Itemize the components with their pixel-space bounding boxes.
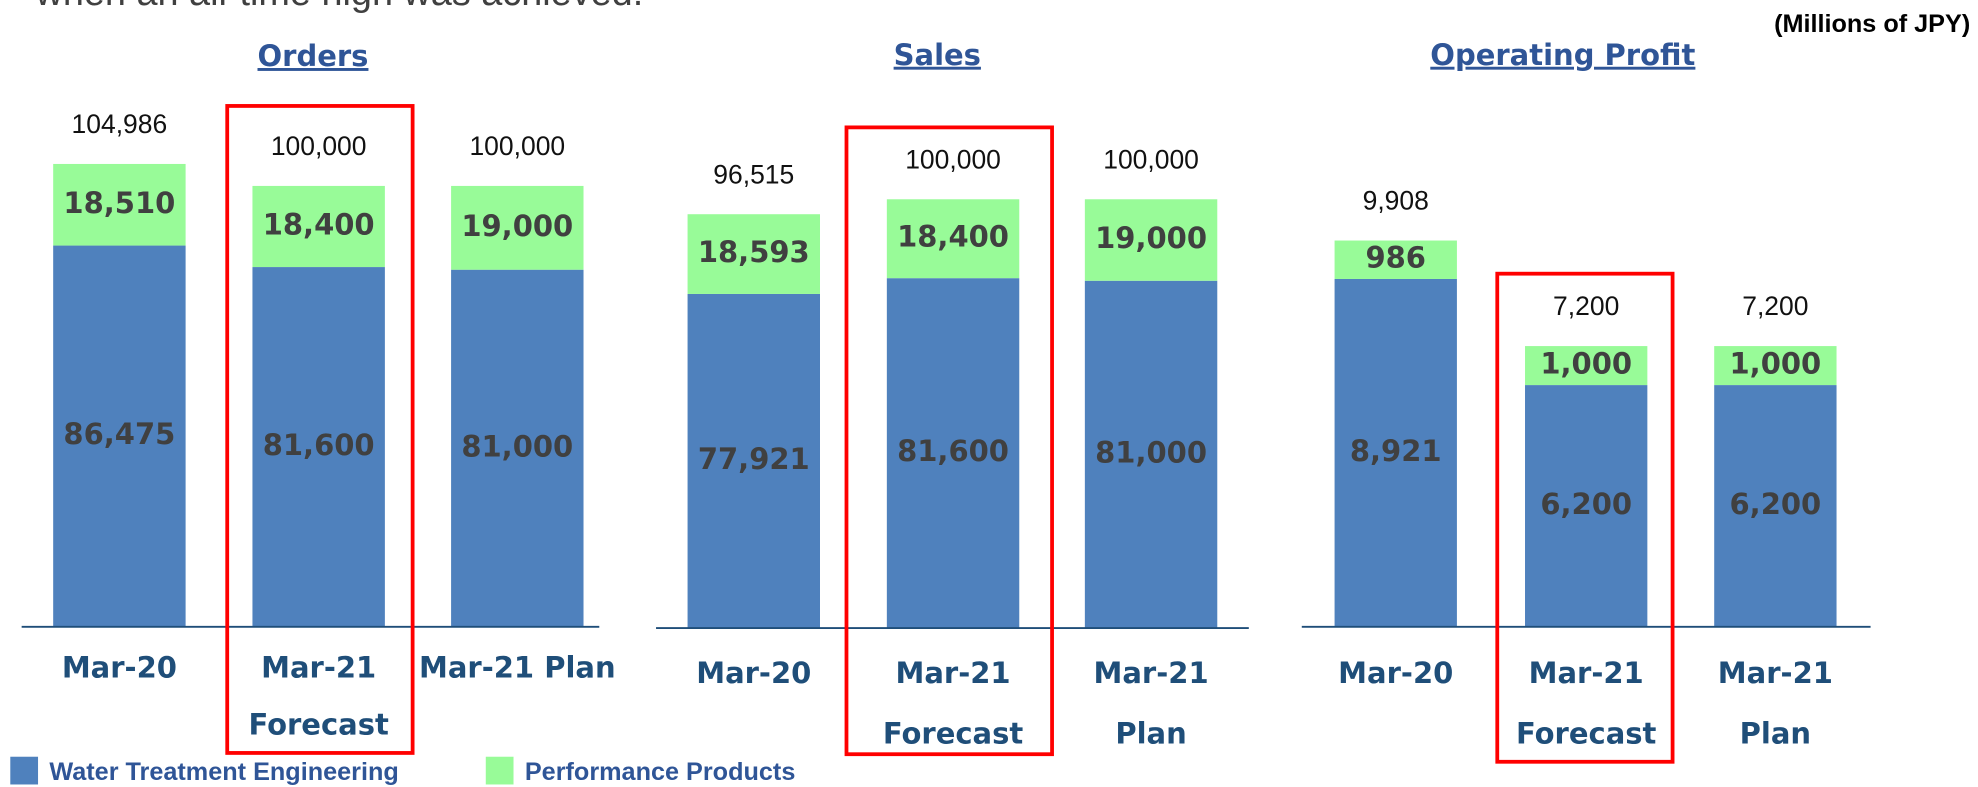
highlight-box <box>844 125 1054 757</box>
legend-label: Water Treatment Engineering <box>49 758 398 786</box>
value-label: 18,400 <box>897 220 1009 254</box>
bar-segment <box>1525 385 1648 627</box>
x-tick-label: Mar-21 <box>261 651 376 685</box>
x-tick-label: Mar-21 <box>1094 656 1209 690</box>
value-label: 81,000 <box>1095 435 1207 469</box>
bar-segment <box>1334 278 1457 627</box>
bar-segment <box>1525 346 1648 386</box>
value-label: 1,000 <box>1540 347 1632 381</box>
legend-swatch <box>485 756 514 785</box>
value-label: 986 <box>1365 241 1426 275</box>
x-tick-label: Mar-20 <box>696 656 811 690</box>
bar-segment <box>252 185 385 268</box>
value-label: 81,600 <box>263 428 375 462</box>
value-label: 77,921 <box>698 442 810 476</box>
total-label: 100,000 <box>271 131 367 161</box>
bar-segment <box>886 199 1020 279</box>
value-label: 86,475 <box>63 417 175 451</box>
x-tick-label: Mar-21 <box>895 656 1010 690</box>
x-tick-label: Plan <box>1115 716 1186 750</box>
highlight-box <box>1495 271 1675 764</box>
x-tick-label: Mar-20 <box>62 651 177 685</box>
unit-label: (Millions of JPY) <box>1774 10 1970 38</box>
value-label: 19,000 <box>461 209 573 243</box>
x-tick-label: Mar-21 <box>1718 656 1833 690</box>
value-label: 6,200 <box>1730 487 1822 521</box>
legend-swatch <box>10 756 39 785</box>
x-tick-label: Mar-21 <box>1529 656 1644 690</box>
chart-title: Operating Profit <box>1430 38 1695 72</box>
bar-segment <box>1084 199 1218 281</box>
bar-segment <box>252 267 385 627</box>
highlight-box <box>225 104 415 755</box>
total-label: 96,515 <box>713 159 794 189</box>
total-label: 7,200 <box>1742 291 1808 321</box>
chart-title: Sales <box>894 38 981 72</box>
legend-label: Performance Products <box>525 758 796 786</box>
total-label: 104,986 <box>72 109 168 139</box>
total-label: 100,000 <box>469 131 565 161</box>
x-tick-label: Forecast <box>248 707 389 741</box>
total-label: 9,908 <box>1363 186 1429 216</box>
bar-segment <box>687 214 820 294</box>
x-tick-label: Mar-20 <box>1338 656 1453 690</box>
bar-segment <box>1714 346 1837 386</box>
x-tick-label: Mar-21 Plan <box>419 651 616 685</box>
bar-segment <box>1714 385 1837 627</box>
value-label: 8,921 <box>1350 434 1442 468</box>
x-tick-label: Forecast <box>883 716 1024 750</box>
header-text: when an all-time high was achieved. <box>35 0 644 14</box>
bar-segment <box>1334 240 1457 279</box>
chart-title: Orders <box>258 39 369 73</box>
bar-segment <box>53 163 186 246</box>
value-label: 18,593 <box>698 235 810 269</box>
bar-segment <box>1084 280 1218 629</box>
bar-segment <box>53 245 186 627</box>
x-tick-label: Plan <box>1740 716 1811 750</box>
value-label: 18,400 <box>263 207 375 241</box>
value-label: 81,000 <box>461 429 573 463</box>
value-label: 81,600 <box>897 434 1009 468</box>
total-label: 100,000 <box>905 144 1001 174</box>
value-label: 1,000 <box>1730 347 1822 381</box>
total-label: 100,000 <box>1103 144 1199 174</box>
value-label: 6,200 <box>1540 487 1632 521</box>
bar-segment <box>687 293 820 629</box>
value-label: 18,510 <box>63 186 175 220</box>
total-label: 7,200 <box>1553 291 1619 321</box>
bar-segment <box>451 185 584 270</box>
value-label: 19,000 <box>1095 221 1207 255</box>
bar-segment <box>451 269 584 627</box>
x-tick-label: Forecast <box>1516 716 1657 750</box>
bar-segment <box>886 278 1020 629</box>
